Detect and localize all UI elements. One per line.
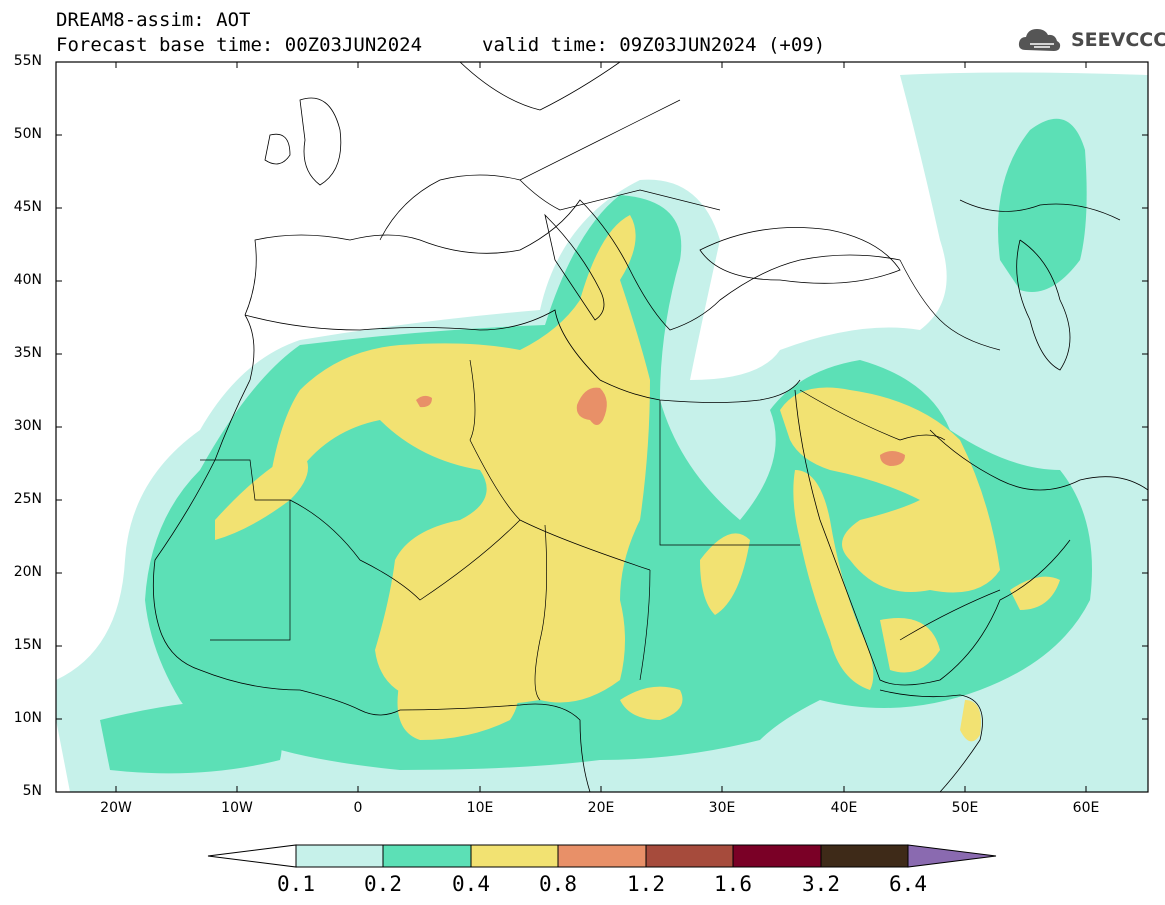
aot-band-0.4-sudan xyxy=(700,533,750,615)
lon-label: 40E xyxy=(830,800,858,816)
colorbar xyxy=(207,844,997,868)
lat-label: 15N xyxy=(13,637,42,653)
country-borders xyxy=(200,99,1121,701)
coast-italy xyxy=(544,213,605,321)
coast-northafrica xyxy=(244,309,801,403)
aot-band-0.2-ukraine xyxy=(998,118,1087,292)
seevccc-logo-text: SEEVCCC xyxy=(1071,29,1165,51)
border-chad xyxy=(534,524,548,701)
border-egypt-sudan xyxy=(659,400,800,546)
colorbar-label: 6.4 xyxy=(889,872,927,896)
aot-band-0.4-arabia xyxy=(780,387,1000,593)
aot-band-0.2-westafrica xyxy=(100,700,282,774)
border-russia-kz xyxy=(959,199,1121,221)
lat-label: 25N xyxy=(13,491,42,507)
lat-label: 55N xyxy=(13,53,42,69)
colorbar-bin-0.4 xyxy=(470,844,559,868)
lon-label: 20W xyxy=(100,800,132,816)
aot-band-0.8-libya xyxy=(576,387,607,425)
aot-band-0.4-chad xyxy=(620,686,683,720)
coast-westafrica xyxy=(152,314,401,716)
border-mali-niger xyxy=(289,499,521,601)
aot-field xyxy=(56,72,1148,792)
lat-label: 30N xyxy=(13,418,42,434)
colorbar-label: 1.2 xyxy=(627,872,665,896)
coast-scandinavia xyxy=(459,62,621,111)
aot-band-0.8-algeria xyxy=(416,395,432,408)
colorbar-label: 0.1 xyxy=(277,872,315,896)
lat-label: 45N xyxy=(13,199,42,215)
coast-gulfguinea xyxy=(399,703,591,792)
aot-band-0.4-oman xyxy=(1010,576,1060,610)
map-title: DREAM8-assim: AOT xyxy=(56,9,251,31)
aot-band-0.4-westafrica xyxy=(397,668,518,740)
coast-uk xyxy=(299,97,342,186)
border-sudan-chad xyxy=(639,569,651,681)
valid-time: valid time: 09Z03JUN2024 (+09) xyxy=(482,34,826,56)
coast-redsea xyxy=(794,389,1071,686)
lon-label: 0 xyxy=(353,800,363,816)
colorbar-bin-0.1 xyxy=(295,844,384,868)
coast-ireland xyxy=(264,133,291,165)
colorbar-under-arrow xyxy=(207,844,297,868)
coastlines xyxy=(152,62,1148,792)
map-frame xyxy=(55,61,1149,793)
colorbar-over-arrow xyxy=(907,844,997,868)
aot-band-0.4-westsahara xyxy=(215,450,308,540)
colorbar-label: 0.8 xyxy=(539,872,577,896)
aot-band-0.4-redsea xyxy=(793,470,874,690)
aot-band-0.8-arabia xyxy=(880,451,905,466)
coast-europe xyxy=(244,199,901,331)
border-mauritania xyxy=(200,459,291,641)
border-turkey-iran xyxy=(899,259,1001,351)
lon-label: 50E xyxy=(951,800,979,816)
lat-label: 40N xyxy=(13,272,42,288)
border-algeria-libya xyxy=(469,359,651,571)
aot-band-0.4-yemen xyxy=(880,618,940,673)
colorbar-bin-1.2 xyxy=(645,844,734,868)
lat-label: 20N xyxy=(13,564,42,580)
border-europe-2 xyxy=(519,179,721,211)
lat-label: 35N xyxy=(13,345,42,361)
border-saudi-yemen xyxy=(899,589,1001,641)
cloud-icon xyxy=(1018,29,1061,51)
lat-label: 5N xyxy=(22,783,42,799)
lat-label: 10N xyxy=(13,710,42,726)
colorbar-bin-1.6 xyxy=(732,844,822,868)
colorbar-label: 3.2 xyxy=(802,872,840,896)
colorbar-bin-0.2 xyxy=(382,844,472,868)
forecast-base-time: Forecast base time: 00Z03JUN2024 xyxy=(56,34,423,56)
coast-arabiangulf xyxy=(929,429,1148,491)
colorbar-bin-3.2 xyxy=(820,844,909,868)
lon-label: 10W xyxy=(221,800,253,816)
lon-label: 20E xyxy=(587,800,615,816)
colorbar-label: 1.6 xyxy=(714,872,752,896)
border-saudi-iraq xyxy=(799,389,946,441)
coast-caspian xyxy=(1016,239,1071,371)
lon-label: 30E xyxy=(708,800,736,816)
lon-label: 10E xyxy=(466,800,494,816)
aot-band-0.4-somalia xyxy=(960,700,981,742)
coast-blacksea xyxy=(699,227,901,284)
aot-band-0.4-sahara xyxy=(270,215,650,705)
colorbar-label: 0.4 xyxy=(452,872,490,896)
colorbar-bin-0.8 xyxy=(557,844,647,868)
lon-label: 60E xyxy=(1072,800,1100,816)
coast-hornafrica xyxy=(879,689,983,792)
lat-label: 50N xyxy=(13,126,42,142)
colorbar-label: 0.2 xyxy=(364,872,402,896)
